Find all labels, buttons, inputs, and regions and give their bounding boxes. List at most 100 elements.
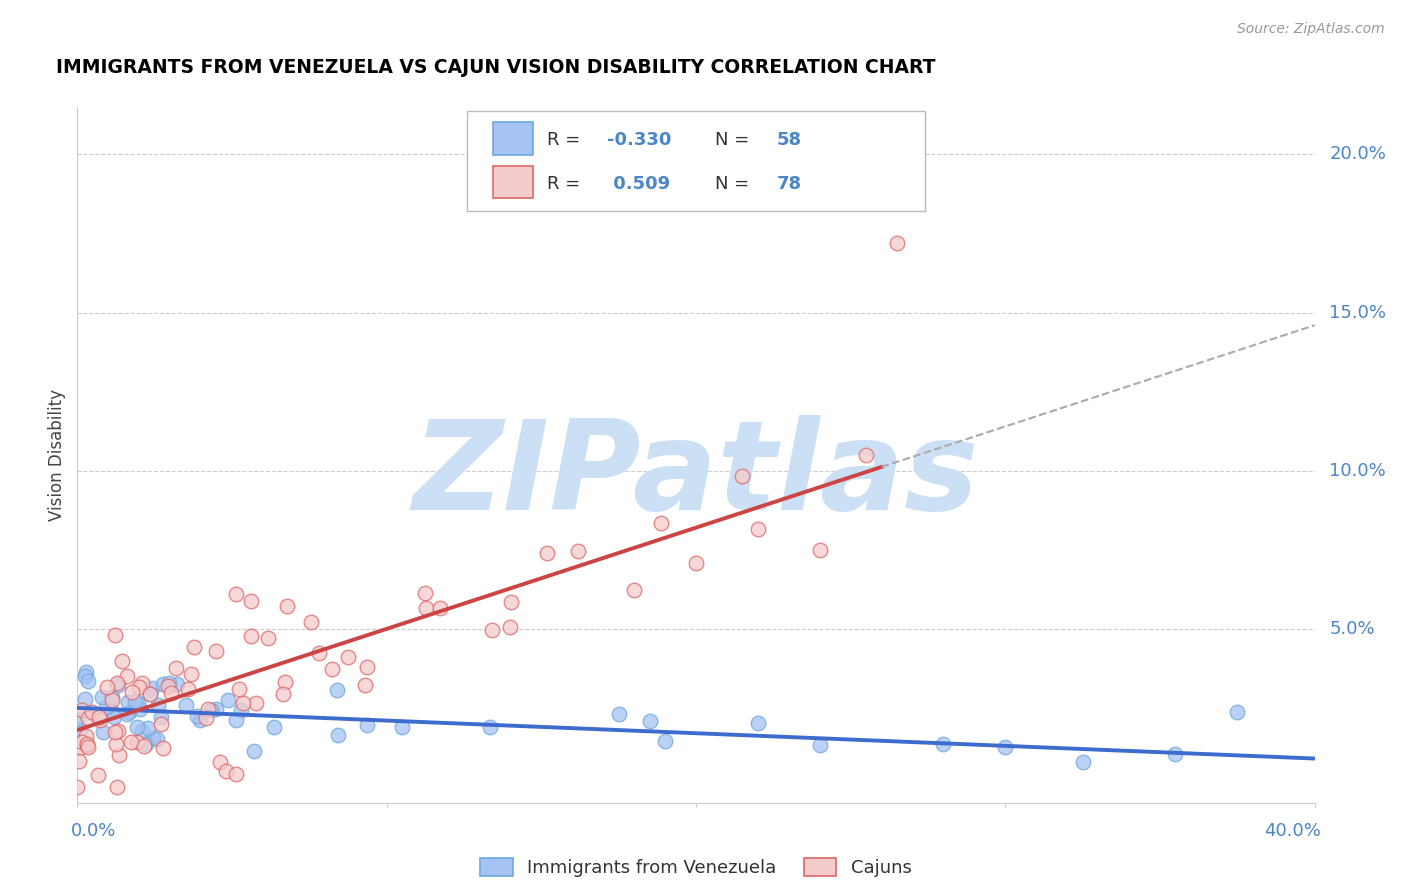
Point xyxy=(276,599,298,613)
Point xyxy=(138,687,160,701)
Point xyxy=(650,516,672,530)
Point xyxy=(70,734,93,748)
Point xyxy=(73,669,96,683)
Point xyxy=(205,702,228,716)
Point xyxy=(152,677,174,691)
Point xyxy=(245,696,267,710)
Point xyxy=(76,674,98,689)
Point xyxy=(638,714,661,728)
Point xyxy=(72,703,94,717)
Point xyxy=(654,734,676,748)
Point xyxy=(183,640,205,654)
FancyBboxPatch shape xyxy=(494,122,533,155)
Point xyxy=(157,679,180,693)
Point xyxy=(125,735,148,749)
Point xyxy=(120,735,142,749)
Point xyxy=(204,644,226,658)
Point xyxy=(321,662,343,676)
Point xyxy=(232,696,254,710)
Text: 0.0%: 0.0% xyxy=(72,822,117,840)
Point xyxy=(215,764,238,779)
Point xyxy=(165,661,187,675)
Point xyxy=(536,546,558,560)
Point xyxy=(103,709,125,723)
Point xyxy=(160,686,183,700)
Text: IMMIGRANTS FROM VENEZUELA VS CAJUN VISION DISABILITY CORRELATION CHART: IMMIGRANTS FROM VENEZUELA VS CAJUN VISIO… xyxy=(56,58,936,77)
Point xyxy=(855,448,877,462)
Point xyxy=(104,724,127,739)
Text: R =: R = xyxy=(547,175,586,193)
Point xyxy=(808,738,831,752)
Point xyxy=(231,703,253,717)
Point xyxy=(228,682,250,697)
Point xyxy=(69,723,91,738)
Point xyxy=(242,744,264,758)
Point xyxy=(195,711,218,725)
Point xyxy=(150,710,173,724)
Point xyxy=(128,701,150,715)
Text: ZIPatlas: ZIPatlas xyxy=(413,416,979,536)
Point xyxy=(104,628,127,642)
Point xyxy=(75,729,97,743)
Point xyxy=(499,620,522,634)
Point xyxy=(1164,747,1187,761)
Point xyxy=(91,724,114,739)
Point xyxy=(139,687,162,701)
Point xyxy=(391,720,413,734)
Text: N =: N = xyxy=(714,175,755,193)
Point xyxy=(479,720,502,734)
Point xyxy=(337,649,360,664)
Point xyxy=(273,687,295,701)
Point xyxy=(76,737,98,751)
Text: 15.0%: 15.0% xyxy=(1330,303,1386,322)
FancyBboxPatch shape xyxy=(494,166,533,198)
Point xyxy=(1226,706,1249,720)
Y-axis label: Vision Disability: Vision Disability xyxy=(48,389,66,521)
Point xyxy=(263,720,285,734)
Point xyxy=(141,681,163,696)
Point xyxy=(274,674,297,689)
Point xyxy=(607,706,630,721)
Point xyxy=(121,684,143,698)
Point xyxy=(200,703,222,717)
Point xyxy=(76,739,98,754)
Point xyxy=(174,698,197,712)
Point xyxy=(429,601,451,615)
Point xyxy=(413,586,436,600)
Point xyxy=(115,669,138,683)
Point xyxy=(257,631,280,645)
Text: Source: ZipAtlas.com: Source: ZipAtlas.com xyxy=(1237,22,1385,37)
Point xyxy=(239,629,262,643)
Point xyxy=(91,690,114,704)
Point xyxy=(747,522,769,536)
Text: -0.330: -0.330 xyxy=(607,131,671,149)
Point xyxy=(67,740,90,755)
Point xyxy=(180,667,202,681)
Text: 58: 58 xyxy=(776,131,801,149)
Point xyxy=(808,543,831,558)
Text: 78: 78 xyxy=(776,175,801,193)
FancyBboxPatch shape xyxy=(467,111,925,211)
Point xyxy=(105,737,128,751)
Text: 0.509: 0.509 xyxy=(607,175,671,193)
Point xyxy=(225,587,247,601)
Point xyxy=(499,595,522,609)
Point xyxy=(326,683,349,698)
Point xyxy=(136,722,159,736)
Point xyxy=(747,715,769,730)
Text: 20.0%: 20.0% xyxy=(1330,145,1386,163)
Point xyxy=(124,694,146,708)
Point xyxy=(82,706,104,720)
Point xyxy=(685,557,707,571)
Point xyxy=(105,676,128,690)
Point xyxy=(89,713,111,727)
Point xyxy=(326,728,349,742)
Point xyxy=(217,693,239,707)
Point xyxy=(66,712,89,726)
Point xyxy=(415,601,437,615)
Point xyxy=(77,711,100,725)
Point xyxy=(125,720,148,734)
Point xyxy=(308,646,330,660)
Point xyxy=(197,702,219,716)
Point xyxy=(299,615,322,630)
